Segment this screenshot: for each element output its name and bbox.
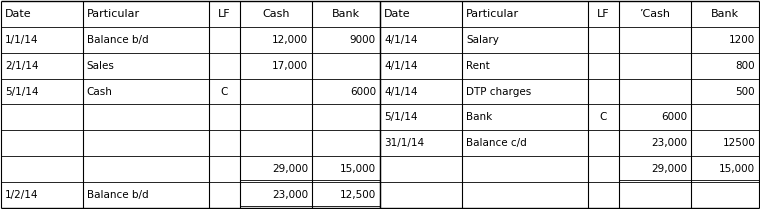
Text: 17,000: 17,000 <box>272 61 308 71</box>
Text: Cash: Cash <box>262 9 290 19</box>
Text: 12,000: 12,000 <box>272 35 308 45</box>
Text: Balance b/d: Balance b/d <box>87 35 148 45</box>
Text: 4/1/14: 4/1/14 <box>384 35 417 45</box>
Text: 1200: 1200 <box>729 35 755 45</box>
Text: LF: LF <box>597 9 610 19</box>
Text: Cash: Cash <box>87 87 112 97</box>
Text: 23,000: 23,000 <box>651 138 687 148</box>
Text: Date: Date <box>5 9 31 19</box>
Text: 4/1/14: 4/1/14 <box>384 87 417 97</box>
Text: Bank: Bank <box>466 112 492 122</box>
Text: Balance b/d: Balance b/d <box>87 190 148 200</box>
Text: Date: Date <box>384 9 410 19</box>
Text: Particular: Particular <box>87 9 140 19</box>
Text: 6000: 6000 <box>661 112 687 122</box>
Text: 2/1/14: 2/1/14 <box>5 61 38 71</box>
Text: Balance c/d: Balance c/d <box>466 138 527 148</box>
Text: 800: 800 <box>736 61 755 71</box>
Text: 6000: 6000 <box>350 87 376 97</box>
Text: ’Cash: ’Cash <box>639 9 670 19</box>
Text: 1/1/14: 1/1/14 <box>5 35 38 45</box>
Text: Salary: Salary <box>466 35 499 45</box>
Text: 12,500: 12,500 <box>340 190 376 200</box>
Text: 29,000: 29,000 <box>272 164 308 174</box>
Text: DTP charges: DTP charges <box>466 87 531 97</box>
Text: 1/2/14: 1/2/14 <box>5 190 38 200</box>
Text: Bank: Bank <box>332 9 360 19</box>
Text: C: C <box>600 112 607 122</box>
Text: 23,000: 23,000 <box>272 190 308 200</box>
Text: Particular: Particular <box>466 9 519 19</box>
Text: 29,000: 29,000 <box>651 164 687 174</box>
Text: 4/1/14: 4/1/14 <box>384 61 417 71</box>
Text: 15,000: 15,000 <box>719 164 755 174</box>
Text: 500: 500 <box>736 87 755 97</box>
Text: 12500: 12500 <box>722 138 755 148</box>
Text: Bank: Bank <box>711 9 739 19</box>
Text: 9000: 9000 <box>350 35 376 45</box>
Text: 31/1/14: 31/1/14 <box>384 138 424 148</box>
Text: 5/1/14: 5/1/14 <box>384 112 417 122</box>
Text: Rent: Rent <box>466 61 489 71</box>
Text: LF: LF <box>218 9 230 19</box>
Text: Sales: Sales <box>87 61 115 71</box>
Text: C: C <box>220 87 228 97</box>
Text: 5/1/14: 5/1/14 <box>5 87 38 97</box>
Text: 15,000: 15,000 <box>340 164 376 174</box>
